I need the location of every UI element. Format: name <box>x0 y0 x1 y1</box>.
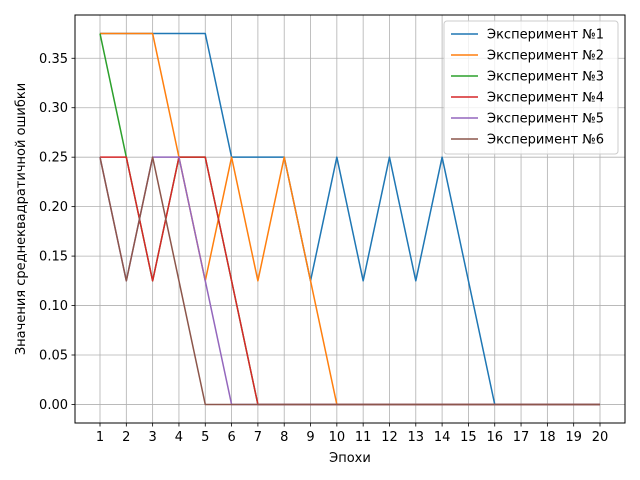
y-tick-label: 0.20 <box>39 200 68 215</box>
x-tick-label: 14 <box>434 430 451 445</box>
x-tick-label: 3 <box>148 430 156 445</box>
x-tick-label: 8 <box>280 430 288 445</box>
x-tick-label: 20 <box>592 430 609 445</box>
x-axis-ticks: 1 2 3 4 5 6 7 8 9 10 11 12 13 14 15 16 17 18 19 20 <box>96 423 608 445</box>
x-tick-label: 18 <box>539 430 556 445</box>
plot-frame <box>74 14 626 424</box>
x-tick-label: 12 <box>381 430 398 445</box>
series-lines <box>99 32 600 406</box>
y-tick-label: 0.30 <box>39 101 68 116</box>
y-axis-label: Значения среднеквадратичной ошибки <box>14 83 29 355</box>
x-tick-label: 13 <box>408 430 425 445</box>
y-tick-label: 0.15 <box>39 250 68 265</box>
y-tick-label: 0.00 <box>39 398 68 413</box>
legend-label-4: Эксперимент №4 <box>487 91 604 106</box>
series-line-6 <box>99 156 600 406</box>
legend-label-3: Эксперимент №3 <box>487 70 604 85</box>
x-tick-label: 19 <box>565 430 582 445</box>
x-tick-label: 10 <box>329 430 346 445</box>
x-tick-label: 1 <box>96 430 104 445</box>
x-tick-label: 16 <box>486 430 503 445</box>
legend-label-2: Эксперимент №2 <box>487 49 604 64</box>
x-tick-label: 5 <box>201 430 209 445</box>
legend: Эксперимент №1 Эксперимент №2 Эксперимент … <box>443 20 619 155</box>
x-tick-label: 15 <box>460 430 477 445</box>
grid <box>75 15 625 423</box>
y-tick-label: 0.05 <box>39 349 68 364</box>
y-tick-label: 0.35 <box>39 52 68 67</box>
y-tick-label: 0.25 <box>39 151 68 166</box>
legend-label-6: Эксперимент №6 <box>487 133 604 148</box>
x-tick-label: 4 <box>175 430 183 445</box>
x-tick-label: 7 <box>254 430 262 445</box>
x-tick-label: 2 <box>122 430 130 445</box>
x-tick-label: 17 <box>513 430 530 445</box>
x-tick-label: 6 <box>227 430 235 445</box>
legend-box <box>443 20 619 155</box>
x-tick-label: 9 <box>306 430 314 445</box>
y-tick-label: 0.10 <box>39 299 68 314</box>
y-axis-ticks: 0.00 0.05 0.10 0.15 0.20 0.25 0.30 0.35 <box>39 52 75 413</box>
x-tick-label: 11 <box>355 430 372 445</box>
legend-label-5: Эксперимент №5 <box>487 112 604 127</box>
x-axis-label: Эпохи <box>329 451 371 466</box>
legend-label-1: Эксперимент №1 <box>487 28 604 43</box>
